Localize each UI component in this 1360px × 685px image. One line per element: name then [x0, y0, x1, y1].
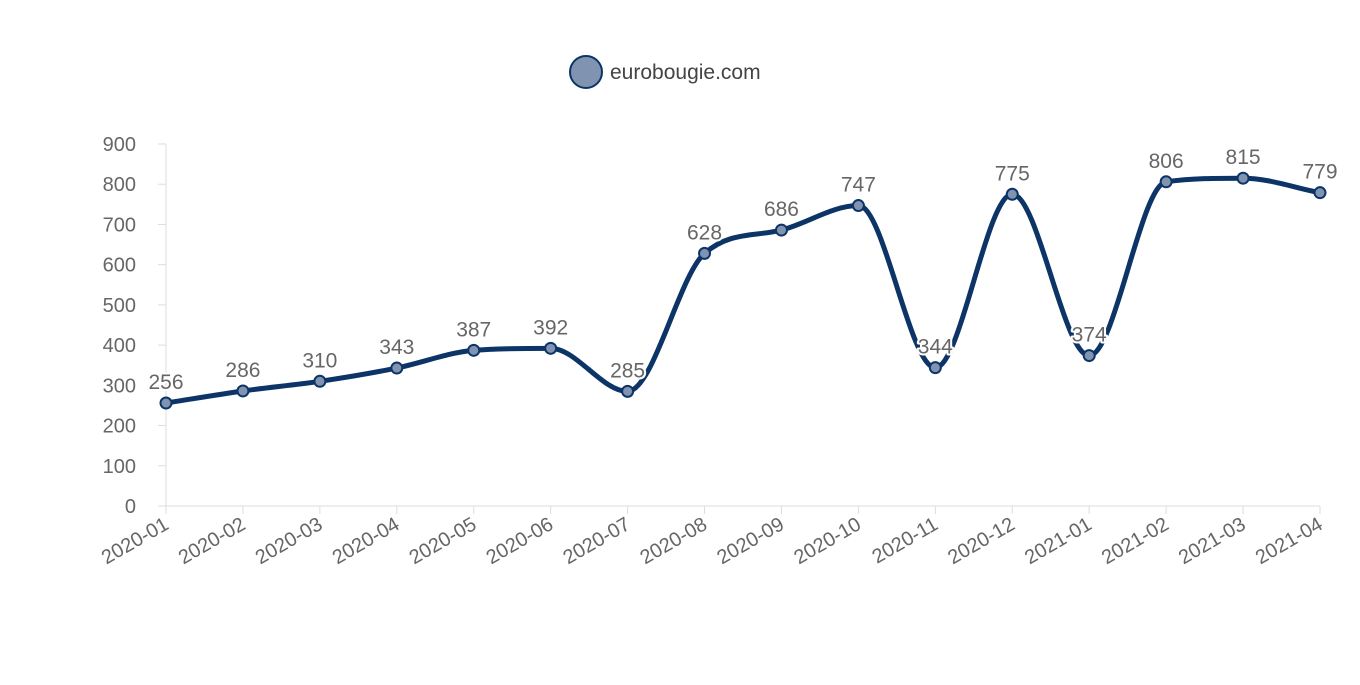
x-tick-label: 2020-09: [713, 513, 788, 569]
data-point[interactable]: [621, 384, 635, 398]
data-point[interactable]: [390, 361, 404, 375]
data-label: 686: [764, 198, 799, 221]
data-labels: 256 286 310 343 387 392 285 628 686 747 344 775 374 8…: [146, 144, 1339, 396]
data-label: 747: [841, 174, 876, 197]
x-tick-label: 2020-11: [869, 513, 942, 568]
legend-label-eurobougie: eurobougie.com: [610, 61, 761, 84]
data-point[interactable]: [1005, 187, 1019, 201]
x-tick-label: 2021-03: [1175, 513, 1250, 569]
data-point[interactable]: [1236, 171, 1250, 185]
data-label: 779: [1302, 161, 1337, 184]
y-tick-label: 400: [103, 335, 136, 357]
axes: [165, 144, 1320, 507]
y-axis-ticks: 0 100 200 300 400 500 600 700 800 900: [103, 134, 166, 518]
y-tick-label: 600: [103, 255, 136, 277]
data-label: 374: [1072, 324, 1107, 347]
x-tick-label: 2020-08: [636, 513, 711, 569]
data-point[interactable]: [698, 246, 712, 260]
x-tick-label: 2020-12: [944, 513, 1019, 569]
y-tick-label: 100: [103, 456, 136, 478]
x-tick-label: 2020-05: [406, 513, 481, 569]
data-point[interactable]: [774, 223, 788, 237]
y-tick-label: 900: [103, 134, 136, 156]
data-label: 815: [1226, 146, 1261, 169]
data-label: 628: [687, 221, 722, 244]
data-point[interactable]: [544, 341, 558, 355]
legend-swatch-eurobougie: [569, 55, 603, 89]
x-tick-label: 2021-02: [1098, 513, 1173, 569]
data-label: 806: [1149, 150, 1184, 173]
x-tick-label: 2020-06: [483, 513, 558, 569]
legend[interactable]: eurobougie.com: [569, 55, 761, 89]
x-tick-label: 2020-02: [175, 513, 250, 569]
y-tick-label: 800: [103, 174, 136, 196]
data-point[interactable]: [467, 343, 481, 357]
x-tick-label: 2020-10: [790, 513, 865, 569]
series-line-eurobougie: [163, 175, 1323, 406]
y-tick-label: 700: [103, 214, 136, 236]
x-tick-label: 2020-07: [560, 513, 635, 569]
x-tick-label: 2021-01: [1021, 513, 1096, 569]
data-label: 387: [456, 318, 491, 341]
y-tick-label: 200: [103, 416, 136, 438]
data-point[interactable]: [1082, 349, 1096, 363]
data-label: 285: [610, 359, 645, 382]
y-tick-label: 500: [103, 295, 136, 317]
x-axis-ticks: 2020-01 2020-02 2020-03 2020-04 2020-05 2020-…: [98, 506, 1327, 569]
data-label: 392: [533, 316, 568, 339]
data-label: 256: [148, 371, 183, 394]
data-label: 775: [995, 162, 1030, 185]
data-point[interactable]: [851, 199, 865, 213]
data-label: 310: [302, 349, 337, 372]
data-point[interactable]: [159, 396, 173, 410]
y-tick-label: 0: [125, 496, 136, 518]
data-point[interactable]: [928, 361, 942, 375]
data-point[interactable]: [313, 374, 327, 388]
data-points: [159, 171, 1327, 410]
y-tick-label: 300: [103, 375, 136, 397]
data-point[interactable]: [236, 384, 250, 398]
data-label: 343: [379, 336, 414, 359]
x-tick-label: 2021-04: [1252, 513, 1327, 569]
data-label: 344: [918, 336, 953, 359]
x-tick-label: 2020-04: [329, 513, 404, 569]
x-tick-label: 2020-03: [252, 513, 327, 569]
data-label: 286: [225, 359, 260, 382]
data-point[interactable]: [1313, 186, 1327, 200]
data-point[interactable]: [1159, 175, 1173, 189]
x-tick-label: 2020-01: [98, 513, 173, 569]
